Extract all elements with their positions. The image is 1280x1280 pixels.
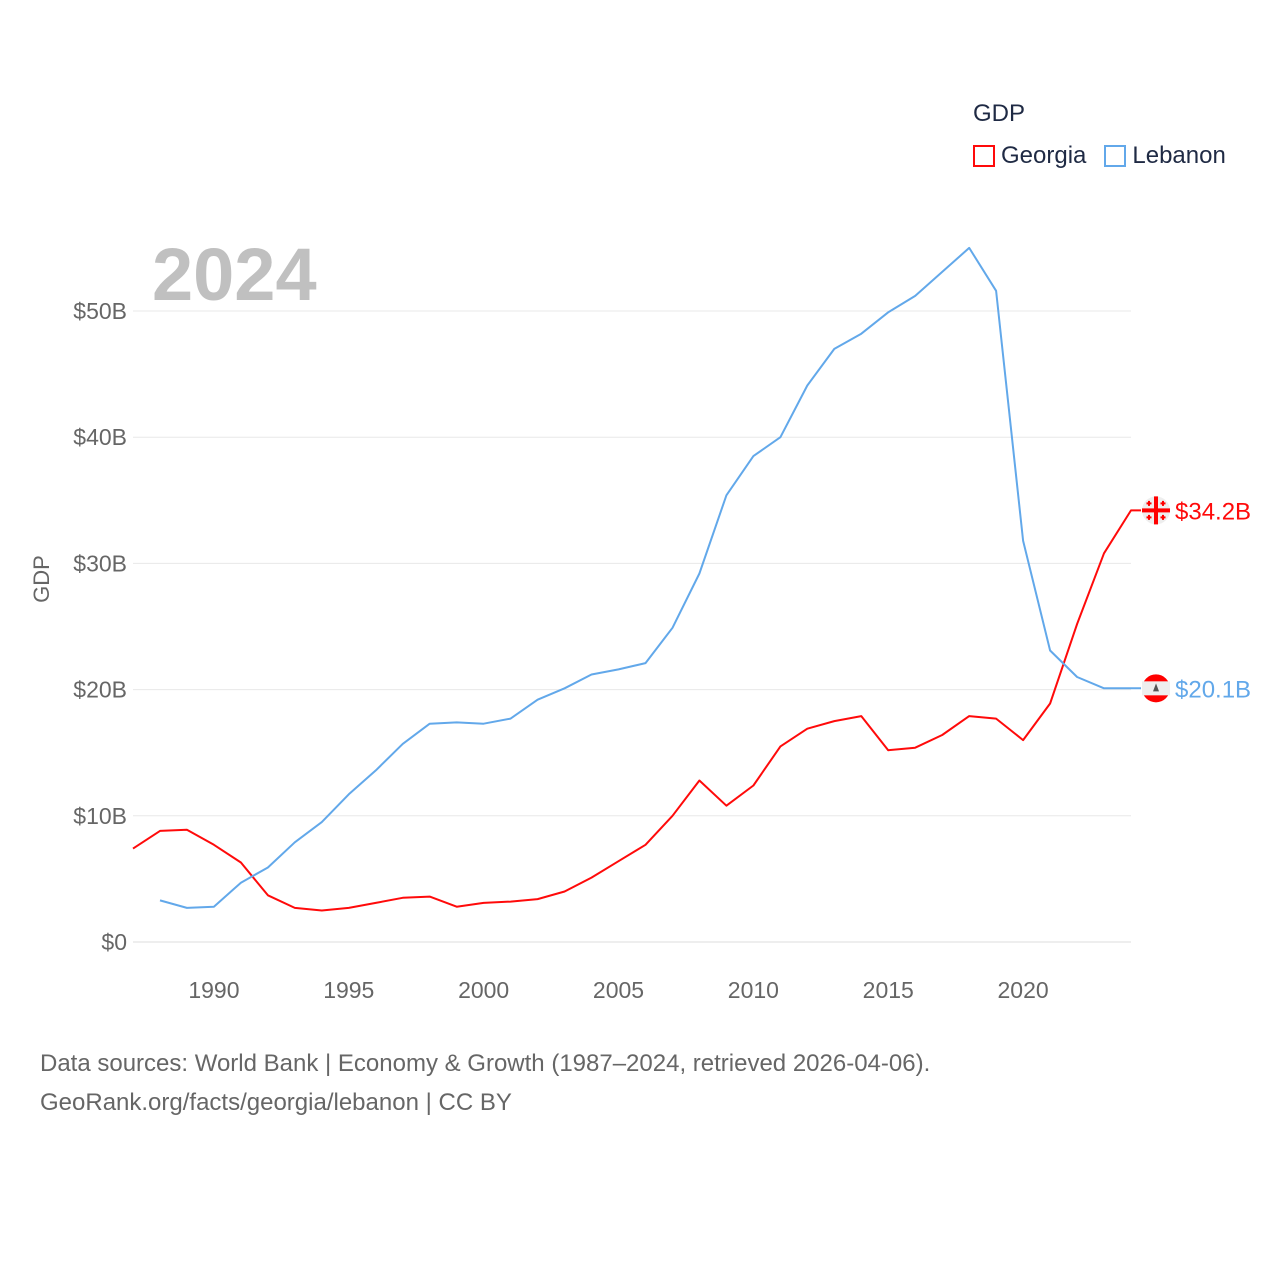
y-tick-label: $40B [73,424,127,450]
legend-title: GDP [973,100,1026,127]
legend: Georgia Lebanon [973,142,1226,170]
lebanon-flag-icon [1142,674,1170,703]
georgia-swatch [973,145,995,167]
flag-small-cross [1162,500,1164,506]
legend-item-lebanon[interactable]: Lebanon [1104,142,1226,170]
x-tick-label: 1995 [323,977,374,1003]
y-axis-label: GDP [29,555,54,603]
x-tick-label: 2015 [863,977,914,1003]
y-tick-label: $50B [73,298,127,324]
x-tick-label: 2020 [998,977,1049,1003]
x-tick-label: 2010 [728,977,779,1003]
x-tick-label: 2000 [458,977,509,1003]
cedar [1153,683,1159,692]
x-tick-label: 1990 [188,977,239,1003]
y-tick-label: $10B [73,803,127,829]
flag-small-cross [1148,500,1150,506]
georgia-flag-icon [1142,496,1170,525]
line-lebanon [159,246,1141,909]
legend-item-georgia[interactable]: Georgia [973,142,1086,170]
y-tick-label: $20B [73,677,127,703]
lebanon-swatch [1104,145,1127,167]
legend-label-lebanon: Lebanon [1132,142,1226,169]
y-tick-label: $30B [73,550,127,576]
y-tick-label: $0 [101,929,127,955]
flag-small-cross [1162,514,1164,520]
end-value-label-lebanon: $20.1B [1175,676,1251,703]
legend-label-georgia: Georgia [1001,142,1087,169]
line-georgia [132,509,1141,912]
flag-small-cross [1148,514,1150,520]
current-year-label: 2024 [152,233,317,316]
end-value-label-georgia: $34.2B [1175,498,1251,525]
footer: Data sources: World Bank | Economy & Gro… [40,1044,930,1122]
attribution-link[interactable]: GeoRank.org/facts/georgia/lebanon | CC B… [40,1089,512,1116]
flag-cross [1154,496,1158,525]
x-tick-label: 2005 [593,977,644,1003]
data-source-text: Data sources: World Bank | Economy & Gro… [40,1050,931,1077]
